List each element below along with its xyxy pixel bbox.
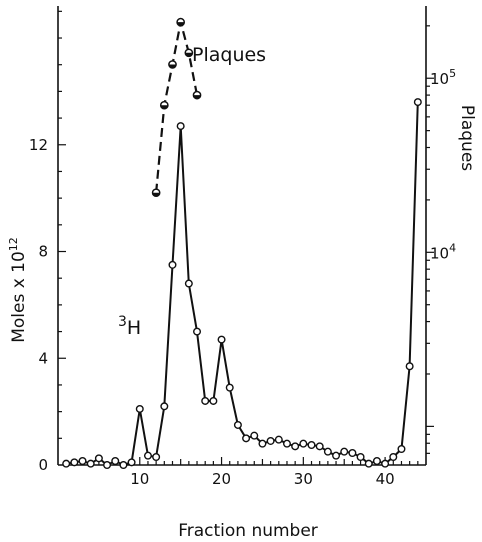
data-point-tritium (274, 435, 283, 444)
data-point-tritium (389, 452, 398, 461)
y-left-tick-label: 8 (38, 243, 48, 261)
data-point-tritium (168, 260, 177, 269)
series-tritium (62, 98, 422, 470)
y-right-tick-label-exponent: 5 (449, 67, 456, 80)
x-axis-title: Fraction number (178, 521, 318, 541)
data-point-fill-plaques (185, 52, 193, 57)
data-point-tritium (127, 458, 136, 467)
x-tick-label: 20 (212, 470, 231, 488)
plot-frame (57, 6, 427, 466)
data-point-tritium (348, 448, 357, 457)
data-point-tritium (413, 98, 422, 107)
data-point-tritium (86, 459, 95, 468)
data-point-tritium (356, 452, 365, 461)
data-point-tritium (135, 404, 144, 413)
data-point-fill-plaques (160, 105, 168, 109)
series-layer (62, 17, 422, 470)
data-point-tritium (143, 451, 152, 460)
y-left-axis-title-main: Moles x 10 (9, 251, 29, 343)
data-point-tritium (299, 439, 308, 448)
data-point-tritium (340, 447, 349, 456)
data-point-tritium (307, 440, 316, 449)
data-point-tritium (405, 362, 414, 371)
y-left-tick-label: 4 (38, 349, 48, 367)
tritium-annotation-symbol: H (127, 317, 141, 339)
data-point-tritium (282, 439, 291, 448)
data-point-tritium (266, 436, 275, 445)
y-right-tick-label: 105 (430, 67, 456, 88)
data-point-tritium (62, 459, 71, 468)
data-point-tritium (291, 442, 300, 451)
series-plaques (151, 17, 202, 198)
series-line-plaques (155, 21, 199, 193)
data-point-tritium (217, 335, 226, 344)
data-point-tritium (209, 396, 218, 405)
data-point-tritium (103, 461, 112, 470)
data-point-tritium (78, 456, 87, 465)
x-tick-label: 40 (376, 470, 395, 488)
data-point-tritium (201, 396, 210, 405)
data-point-tritium (315, 442, 324, 451)
y-right-tick-label-base: 10 (430, 244, 449, 262)
data-point-tritium (364, 459, 373, 468)
data-point-tritium (258, 439, 267, 448)
data-point-tritium (111, 456, 120, 465)
data-point-tritium (193, 327, 202, 336)
data-point-tritium (332, 451, 341, 460)
tritium-annotation-mass: 3 (118, 314, 127, 330)
data-point-tritium (250, 431, 259, 440)
tritium-annotation: 3H (118, 314, 141, 339)
y-right-axis-title: Plaques (457, 105, 477, 171)
data-point-tritium (119, 461, 128, 470)
y-right-tick-label: 104 (430, 241, 456, 262)
data-point-tritium (94, 454, 103, 463)
x-tick-label: 10 (130, 470, 149, 488)
data-point-tritium (372, 456, 381, 465)
data-point-fill-plaques (193, 95, 201, 99)
y-right-tick-label-exponent: 4 (449, 241, 456, 254)
data-point-tritium (381, 459, 390, 468)
y-left-axis-title-exponent: 12 (7, 237, 20, 251)
y-left-tick-label: 0 (38, 456, 48, 474)
data-point-tritium (160, 402, 169, 411)
data-point-tritium (233, 420, 242, 429)
data-point-tritium (176, 122, 185, 131)
data-point-tritium (152, 452, 161, 461)
data-point-tritium (184, 279, 193, 288)
data-point-tritium (70, 458, 79, 467)
data-point-tritium (225, 383, 234, 392)
y-left-axis-title: Moles x 1012 (7, 237, 29, 343)
x-axis-ticks: 10 20 30 40 (65, 457, 419, 488)
data-point-tritium (397, 444, 406, 453)
data-point-fill-plaques (168, 64, 177, 69)
plaques-annotation: Plaques (192, 44, 266, 66)
data-point-fill-plaques (177, 22, 185, 26)
y-right-tick-label-base: 10 (430, 70, 449, 88)
data-point-tritium (242, 434, 251, 443)
x-tick-label: 30 (294, 470, 313, 488)
data-point-tritium (323, 447, 332, 456)
series-line-tritium (66, 102, 419, 466)
y-left-tick-label: 12 (29, 136, 48, 154)
data-point-fill-plaques (152, 192, 160, 197)
y-left-axis-ticks: 0 4 8 12 (29, 10, 66, 474)
